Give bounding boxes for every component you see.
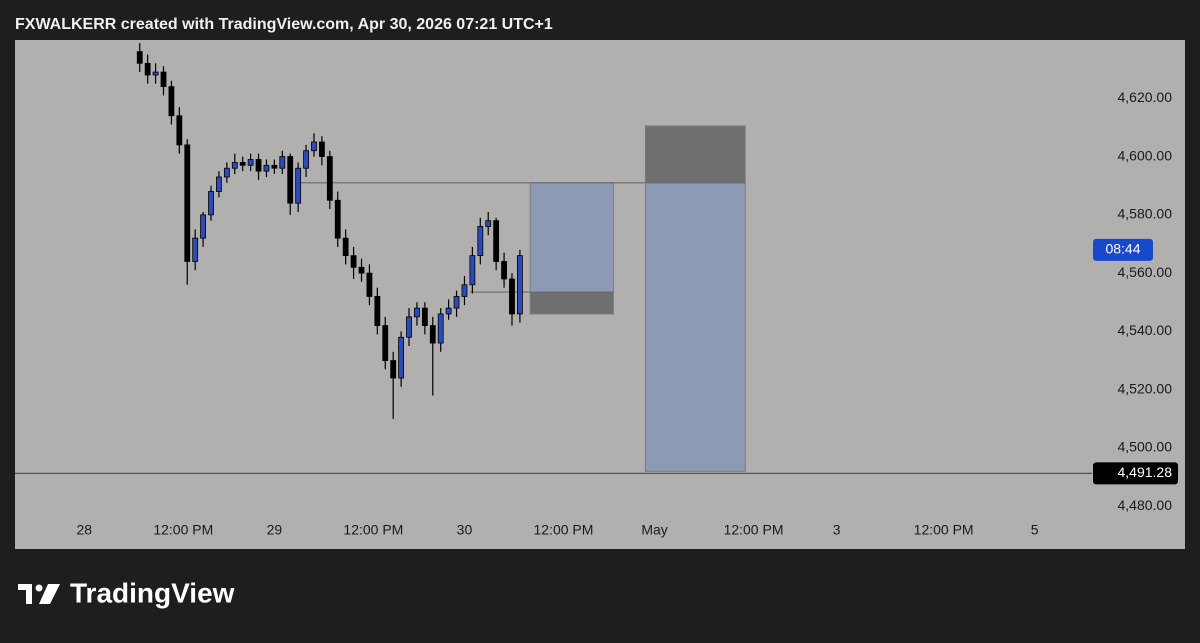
brand: TradingView [70, 577, 235, 608]
x-tick-label: 28 [77, 522, 93, 538]
x-tick-label: 29 [267, 522, 283, 538]
candle-body [136, 51, 143, 64]
price-badge [1093, 462, 1178, 485]
candle-body [223, 167, 230, 178]
candle-body [271, 164, 278, 169]
candle-body [501, 261, 507, 280]
x-tick-label: 12:00 PM [914, 522, 974, 538]
y-tick-label: 4,580.00 [1118, 206, 1173, 222]
candle-body [319, 141, 325, 157]
x-tick-label: 12:00 PM [724, 522, 784, 538]
candle-body [342, 237, 349, 257]
position-box [529, 182, 614, 293]
candle-body [326, 156, 333, 201]
logo-icon [18, 584, 60, 604]
y-tick-label: 4,480.00 [1118, 497, 1173, 513]
x-tick-label: 12:00 PM [533, 522, 593, 538]
candle-body [208, 191, 214, 216]
candle-body [358, 266, 365, 274]
candle-body [216, 176, 222, 192]
plot: 4,480.00 4,500.00 4,520.00 4,540.00 4,560.00… [15, 42, 1178, 538]
header-title: FXWALKERR created with TradingView.com, … [15, 16, 553, 33]
candle-body [477, 226, 484, 257]
candle-body [350, 255, 357, 268]
candle-body [168, 86, 175, 117]
candle-body [247, 159, 254, 166]
candle-body [390, 360, 397, 379]
countdown-label: 08:44 [1105, 241, 1140, 257]
candle-body [239, 161, 246, 166]
candle-body [287, 156, 294, 204]
x-tick-label: 12:00 PM [343, 522, 403, 538]
candle-body [200, 214, 207, 239]
candle-body [493, 220, 500, 262]
y-tick-label: 4,500.00 [1118, 439, 1173, 455]
candle-body [279, 156, 286, 169]
candle-body [509, 278, 515, 315]
candle-body [192, 237, 199, 262]
logo-shape [35, 584, 43, 592]
y-tick-label: 4,560.00 [1118, 264, 1173, 280]
candle-body [469, 255, 476, 286]
x-tick-label: 12:00 PM [153, 522, 213, 538]
candle-body [414, 307, 420, 318]
logo-shape [39, 584, 60, 604]
candle-body [176, 115, 183, 146]
candle-body [366, 272, 373, 297]
candle-body [160, 71, 167, 88]
candle-body [263, 164, 270, 172]
candle-body [334, 199, 341, 239]
candle-body [445, 307, 452, 315]
candle-body [152, 71, 159, 76]
candle-body [255, 159, 262, 172]
candle-body [461, 284, 468, 297]
candle-body [406, 316, 412, 338]
position-box [644, 125, 746, 184]
y-tick-label: 4,540.00 [1118, 322, 1173, 338]
x-tick-label: 3 [833, 522, 841, 538]
candle-body [485, 220, 492, 227]
position-box [644, 182, 746, 472]
y-tick-label: 4,620.00 [1118, 89, 1173, 105]
candle-body [231, 161, 238, 169]
candle-body [453, 296, 460, 309]
x-tick-label: May [641, 522, 667, 538]
candle-body [303, 150, 309, 169]
candle-body [311, 141, 317, 152]
candle-body [517, 255, 523, 315]
candle-body [398, 336, 405, 379]
candle-body [295, 167, 302, 204]
candle-body [382, 325, 389, 361]
candle-body [421, 307, 428, 326]
candle-body [437, 313, 444, 344]
x-tick-label: 30 [457, 522, 473, 538]
candle-body [374, 296, 381, 326]
price-badge-label: 4,491.28 [1118, 464, 1173, 480]
logo-shape [18, 584, 32, 604]
x-tick-label: 5 [1031, 522, 1039, 538]
y-tick-label: 4,520.00 [1118, 380, 1173, 396]
candle-body [184, 144, 191, 262]
position-box [529, 291, 614, 315]
y-tick-label: 4,600.00 [1118, 147, 1173, 163]
countdown-badge [1093, 238, 1153, 261]
candle-body [144, 62, 151, 76]
candle-body [429, 325, 436, 344]
